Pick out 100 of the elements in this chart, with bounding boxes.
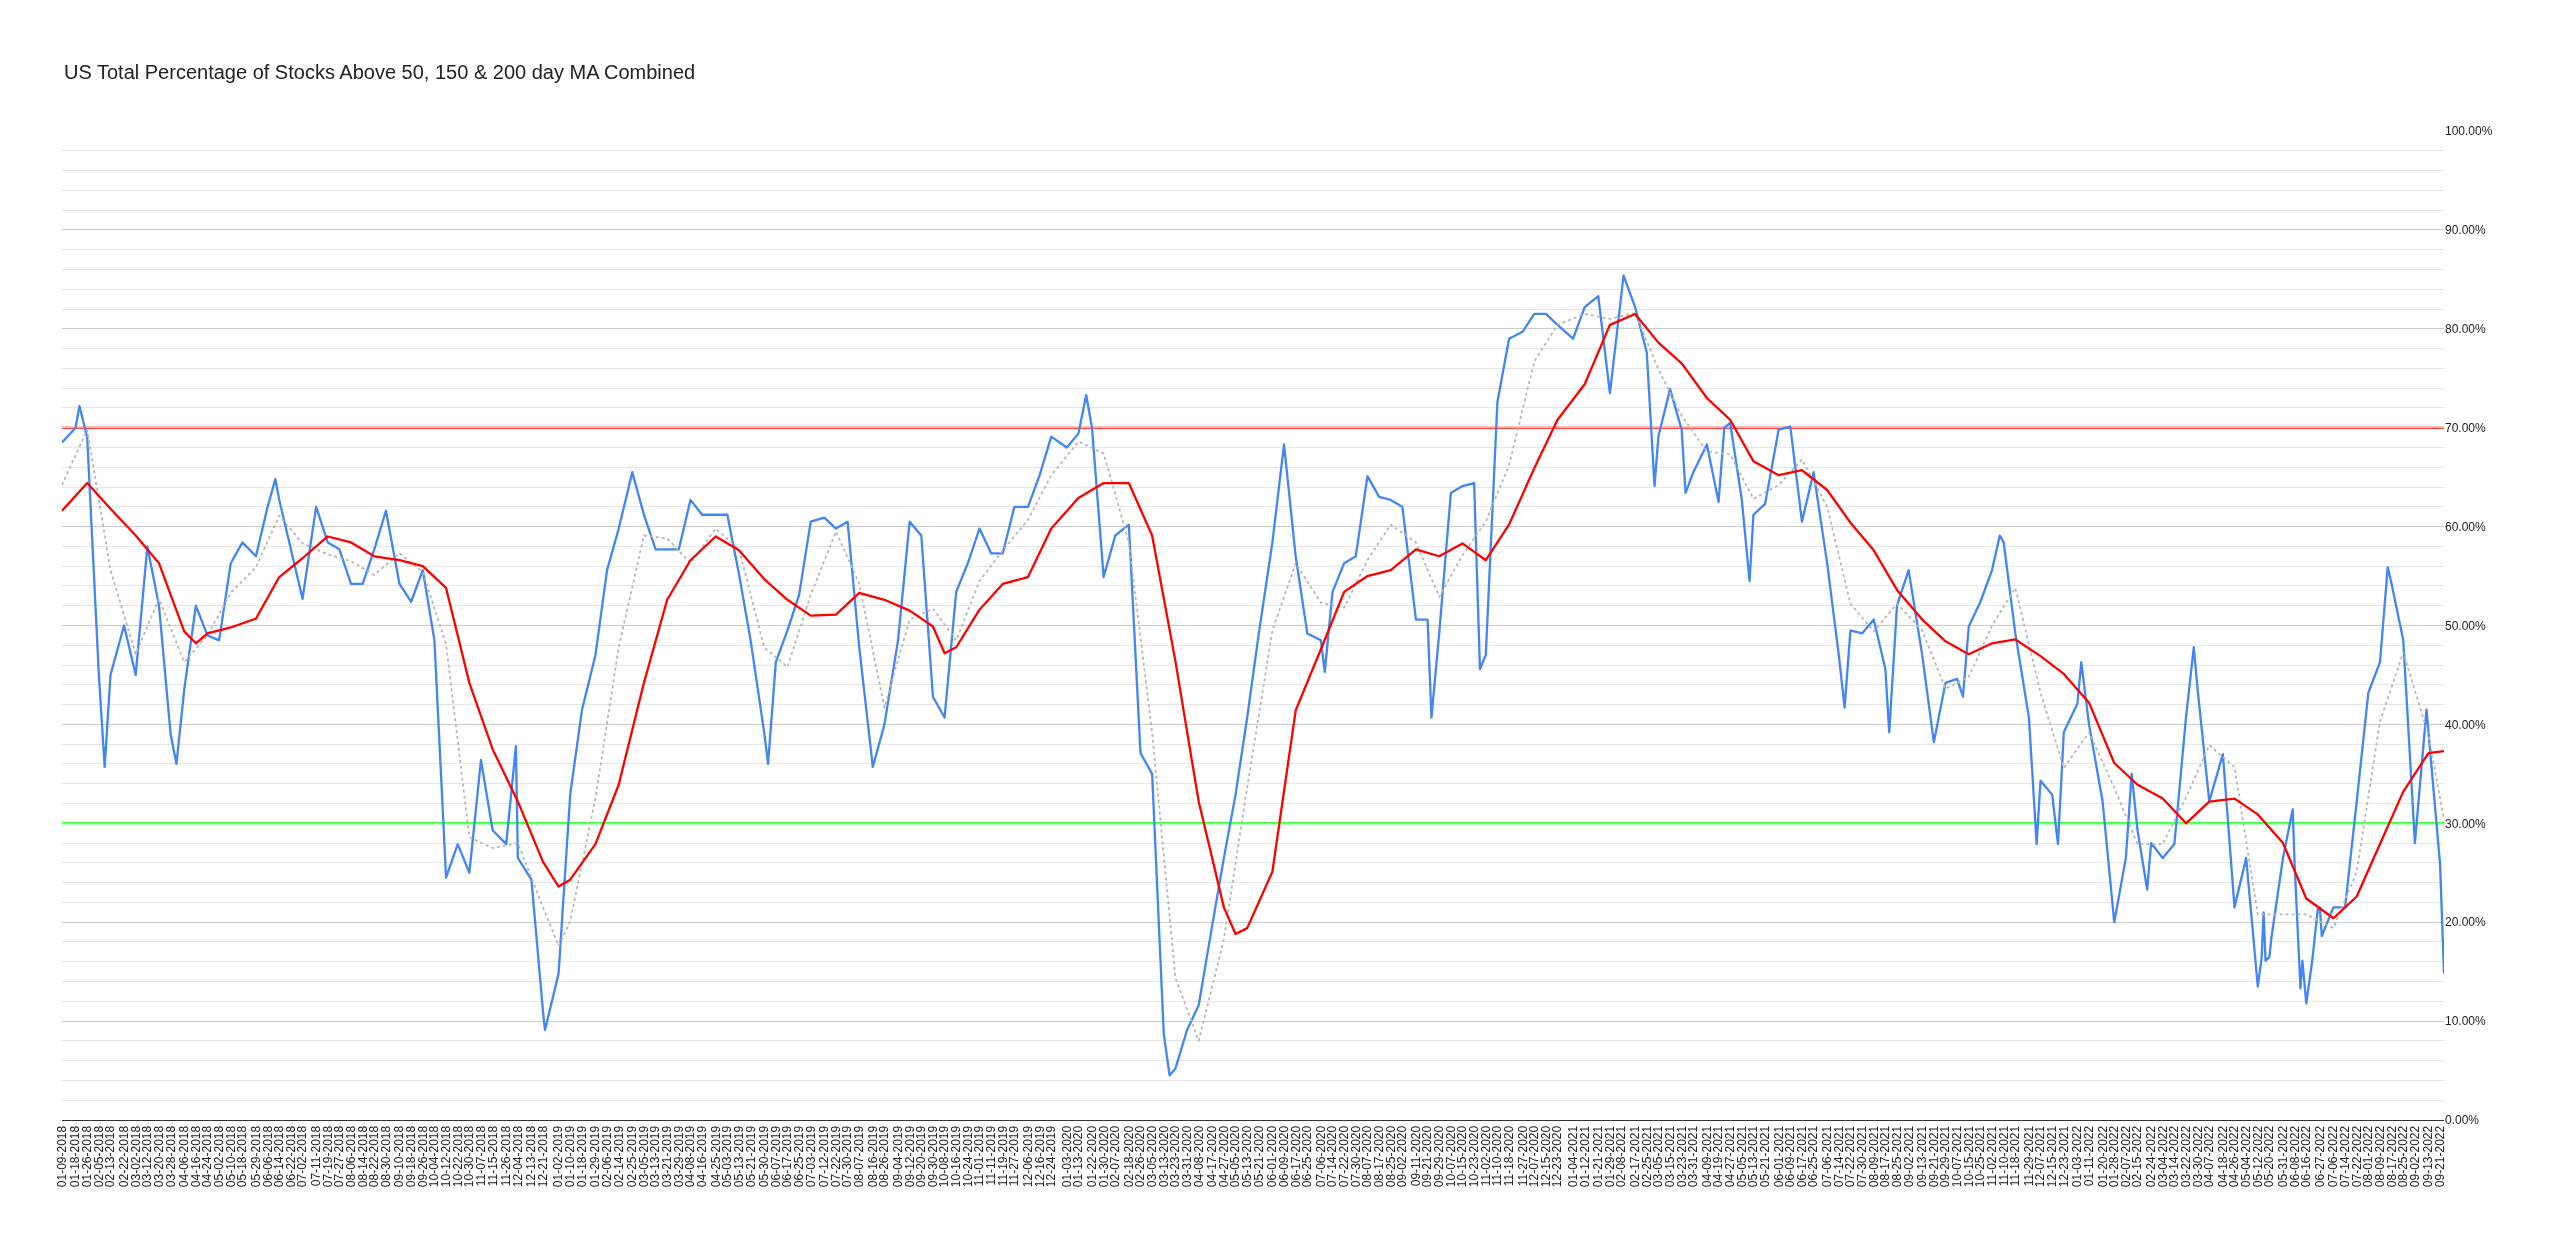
x-tick-label: 04-16-2019 <box>695 1125 710 1188</box>
x-tick-label: 09-29-2021 <box>1938 1125 1953 1188</box>
x-tick-label: 02-18-2020 <box>1121 1125 1136 1188</box>
y-tick-label: 80.00% <box>2445 322 2487 336</box>
y-tick-label: 60.00% <box>2445 519 2487 534</box>
x-tick-label: 08-26-2019 <box>877 1125 892 1188</box>
x-tick-label: 04-08-2020 <box>1191 1125 1206 1188</box>
x-tick-label: 03-30-2022 <box>2190 1125 2205 1188</box>
x-tick-label: 12-23-2020 <box>1550 1125 1565 1188</box>
x-tick-label: 05-31-2022 <box>2275 1125 2290 1188</box>
y-tick-label: 20.00% <box>2445 915 2487 930</box>
x-tick-label: 10-08-2019 <box>937 1125 952 1188</box>
x-tick-label: 10-15-2020 <box>1455 1125 1470 1188</box>
x-tick-label: 08-09-2021 <box>1866 1125 1881 1188</box>
x-tick-label: 04-24-2018 <box>200 1125 215 1188</box>
y-tick-label: 10.00% <box>2445 1014 2487 1029</box>
x-tick-label: 04-18-2022 <box>2215 1125 2230 1188</box>
x-tick-label: 11-27-2019 <box>1007 1125 1022 1187</box>
y-tick-label: 40.00% <box>2445 717 2487 732</box>
x-tick-label: 03-23-2021 <box>1674 1125 1689 1188</box>
y-tick-label: 0.00% <box>2445 1113 2480 1128</box>
x-tick-label: 07-14-2020 <box>1325 1125 1340 1188</box>
x-tick-label: 09-04-2019 <box>890 1125 905 1188</box>
x-tick-label: 07-06-2020 <box>1313 1125 1328 1188</box>
x-tick-label: 01-03-2020 <box>1059 1125 1074 1188</box>
x-tick-label: 02-22-2018 <box>116 1125 131 1188</box>
x-tick-label: 04-26-2022 <box>2227 1125 2242 1188</box>
x-tick-label: 03-31-2021 <box>1686 1125 1701 1188</box>
x-tick-label: 08-07-2019 <box>852 1125 867 1188</box>
x-tick-label: 01-02-2019 <box>551 1125 566 1188</box>
x-tick-label: 11-10-2021 <box>1996 1125 2011 1187</box>
y-tick-label: 30.00% <box>2445 816 2487 831</box>
x-tick-label: 12-24-2019 <box>1044 1125 1059 1188</box>
x-tick-label: 07-03-2019 <box>803 1125 818 1188</box>
x-tick-label: 02-26-2020 <box>1133 1125 1148 1188</box>
x-tick-label: 09-11-2020 <box>1408 1125 1423 1187</box>
x-tick-label: 06-08-2022 <box>2287 1125 2302 1188</box>
x-tick-label: 01-18-2018 <box>68 1125 83 1188</box>
x-tick-label: 03-04-2022 <box>2155 1125 2170 1188</box>
x-tick-label: 11-15-2018 <box>485 1125 500 1187</box>
x-tick-label: 09-02-2021 <box>1901 1125 1916 1188</box>
x-tick-label: 09-12-2019 <box>902 1125 917 1188</box>
x-tick-label: 04-07-2022 <box>2202 1125 2217 1188</box>
x-tick-label: 02-14-2019 <box>611 1125 626 1188</box>
x-tick-label: 06-27-2022 <box>2312 1125 2327 1188</box>
x-tick-label: 05-21-2019 <box>743 1125 758 1188</box>
x-tick-label: 02-24-2022 <box>2144 1125 2158 1188</box>
x-tick-label: 08-14-2018 <box>355 1125 370 1188</box>
x-tick-label: 07-02-2018 <box>295 1125 310 1188</box>
x-tick-label: 12-06-2019 <box>1020 1125 1035 1188</box>
x-tick-label: 03-02-2018 <box>128 1125 143 1188</box>
x-tick-label: 05-29-2018 <box>248 1125 263 1188</box>
x-tick-label: 11-18-2021 <box>2008 1125 2023 1187</box>
x-tick-label: 06-25-2020 <box>1300 1125 1315 1188</box>
x-tick-label: 06-01-2021 <box>1771 1125 1786 1188</box>
x-tick-label: 07-22-2022 <box>2349 1125 2364 1188</box>
x-tick-label: 02-15-2022 <box>2130 1125 2145 1188</box>
x-tick-label: 06-16-2022 <box>2299 1125 2314 1188</box>
x-tick-label: 03-28-2018 <box>163 1125 178 1188</box>
x-tick-label: 04-25-2019 <box>708 1125 723 1188</box>
x-tick-label: 09-21-2022 <box>2433 1125 2448 1188</box>
x-tick-label: 04-09-2021 <box>1699 1125 1714 1188</box>
x-tick-label: 07-30-2019 <box>840 1125 855 1188</box>
x-tick-label: 04-19-2021 <box>1711 1125 1726 1188</box>
x-tick-label: 08-17-2022 <box>2384 1125 2399 1188</box>
x-tick-label: 08-25-2020 <box>1383 1125 1398 1188</box>
x-tick-label: 09-10-2018 <box>392 1125 407 1188</box>
x-tick-label: 02-07-2020 <box>1108 1125 1123 1188</box>
x-tick-label: 10-22-2018 <box>450 1125 465 1188</box>
x-tick-label: 09-13-2022 <box>2421 1125 2436 1188</box>
x-tick-label: 06-25-2019 <box>792 1125 806 1188</box>
x-tick-label: 12-16-2019 <box>1032 1125 1047 1188</box>
y-tick-label: 50.00% <box>2445 618 2487 633</box>
x-tick-label: 06-25-2021 <box>1806 1125 1821 1188</box>
x-tick-label: 11-01-2019 <box>972 1125 987 1187</box>
x-tick-label: 08-16-2019 <box>865 1125 880 1188</box>
x-tick-label: 09-21-2020 <box>1420 1125 1435 1188</box>
x-tick-label: 01-20-2022 <box>2095 1125 2110 1188</box>
y-tick-label: 90.00% <box>2445 223 2487 238</box>
x-tick-label: 03-13-2019 <box>648 1125 663 1188</box>
x-tick-label: 12-07-2021 <box>2033 1125 2048 1188</box>
y-tick-label: 70.00% <box>2445 420 2487 435</box>
x-tick-label: 01-04-2021 <box>1565 1125 1580 1188</box>
x-tick-label: 11-29-2021 <box>2021 1125 2036 1187</box>
x-tick-label: 01-09-2018 <box>54 1125 69 1188</box>
x-tick-label: 05-05-2020 <box>1228 1125 1243 1188</box>
x-tick-label: 01-12-2021 <box>1577 1125 1592 1188</box>
x-tick-label: 02-13-2018 <box>103 1125 118 1188</box>
y-tick-label: 100.00% <box>2445 124 2493 139</box>
x-tick-label: 09-02-2020 <box>1395 1125 1410 1188</box>
x-tick-label: 01-22-2020 <box>1084 1125 1099 1188</box>
x-tick-label: 05-20-2022 <box>2262 1125 2277 1188</box>
x-tick-label: 06-06-2018 <box>260 1125 275 1188</box>
x-tick-label: 06-17-2020 <box>1288 1125 1303 1188</box>
x-tick-label: 02-08-2021 <box>1614 1125 1629 1188</box>
x-tick-label: 05-18-2018 <box>235 1125 250 1188</box>
x-tick-label: 06-17-2019 <box>780 1125 795 1188</box>
x-tick-label: 11-27-2020 <box>1515 1125 1530 1187</box>
chart-title: US Total Percentage of Stocks Above 50, 150 & 200 day MA Combined <box>64 61 696 83</box>
x-tick-label: 01-13-2020 <box>1071 1125 1086 1188</box>
